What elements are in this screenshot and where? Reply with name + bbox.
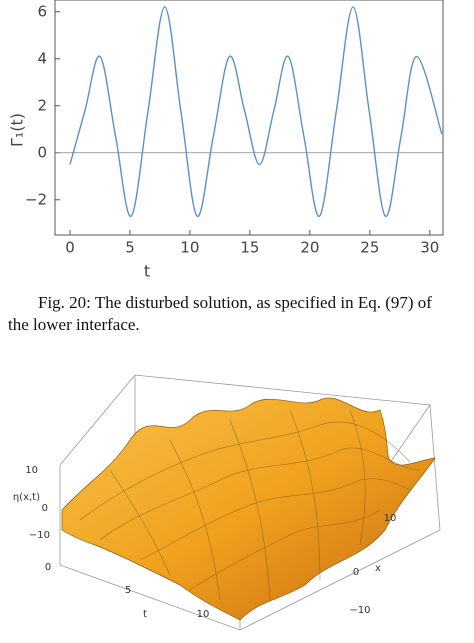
z-tick-label: −10 [29,530,50,541]
x-tick-label: 25 [360,239,379,257]
z-tick-label: 10 [25,465,38,476]
surface-mesh [79,409,421,601]
data-line [69,6,443,217]
x-tick-label: 5 [125,239,135,257]
y-axis-label: Γ₁(t) [8,113,27,147]
y-tick-label: 4 [37,49,47,67]
y-tick-label: 6 [37,2,47,20]
x-tick-label: 15 [240,239,259,257]
x-tick-label: 20 [300,239,319,257]
x-tick-label: 10 [180,239,199,257]
x-tick-label: 0 [65,239,75,257]
line-chart: t Γ₁(t) −2 0 2 4 6 0 5 10 15 20 25 30 [8,0,444,281]
z-tick-label: 0 [42,503,48,514]
t-tick-label: 5 [125,585,131,596]
x-tick-label: 30 [420,239,439,257]
surface-plot: 10 η(x,t) 0 −10 0 5 10 t 10 0 x −10 [13,374,441,631]
y-tick-label: 0 [37,143,47,161]
x-axis-label: x [375,563,381,574]
x-tick-label: −10 [349,605,370,616]
caption-line: the lower interface. [8,315,140,334]
t-tick-label: 0 [45,562,51,573]
t-tick-label: 10 [197,609,210,620]
x-tick-label: 0 [353,567,359,578]
x-tick-label: 10 [384,513,397,524]
caption-line: Fig. 20: The disturbed solution, as spec… [38,293,432,312]
y-tick-label: 2 [37,96,47,114]
t-axis-label: t [143,609,147,620]
x-axis-label: t [144,262,150,281]
surface [61,397,436,621]
y-tick-label: −2 [25,190,47,208]
z-axis-label: η(x,t) [13,492,40,503]
plot-frame [54,0,444,236]
